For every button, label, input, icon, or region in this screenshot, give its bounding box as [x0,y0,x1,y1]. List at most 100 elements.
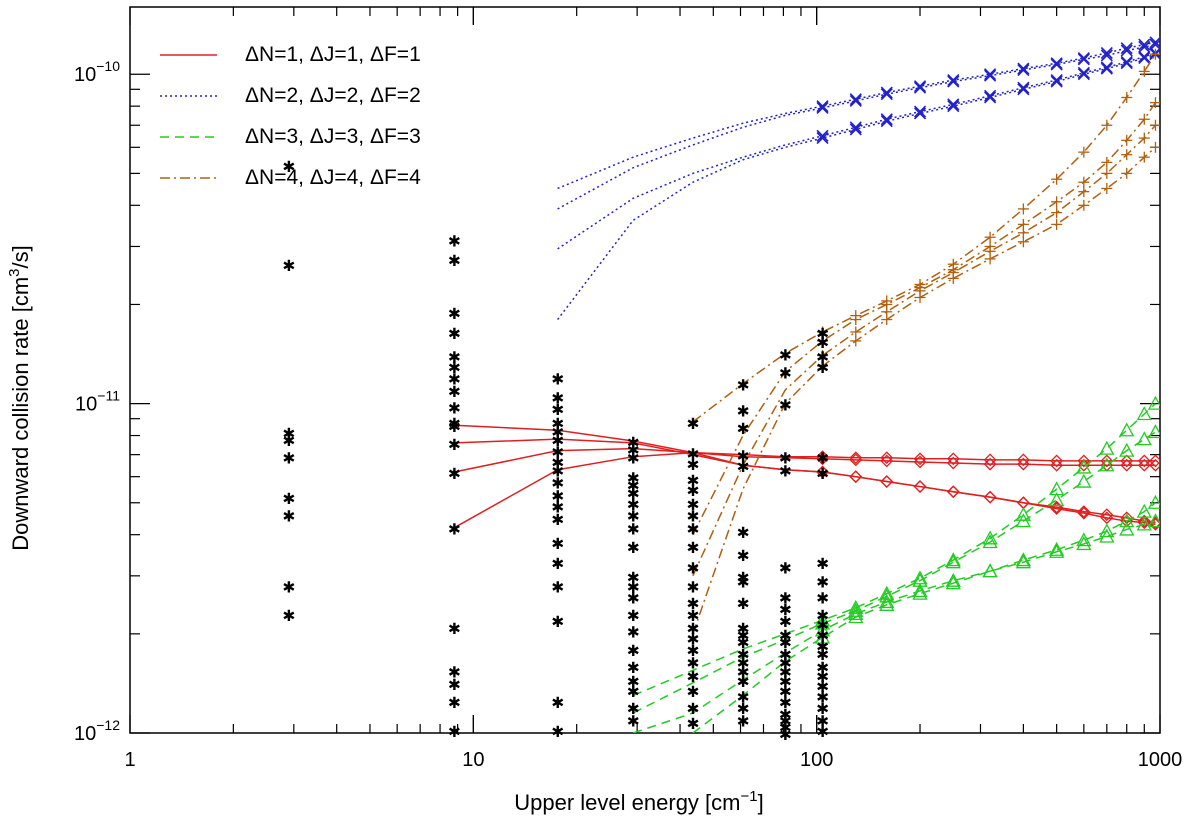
data-point-asterisk: ✱ [448,395,460,419]
data-point-plus [1138,132,1150,144]
data-point-triangle [1136,431,1152,446]
series-2 [557,38,1160,210]
data-point-plus [1051,207,1063,219]
data-point-asterisk: ✱ [737,622,749,646]
data-point-triangle [1136,516,1152,531]
data-point-plus [984,231,996,243]
data-point-triangle [1076,536,1092,551]
data-point-diamond [1120,458,1134,472]
data-point-asterisk: ✱ [737,683,749,707]
data-point-x [913,80,927,93]
data-point-triangle [1015,554,1031,569]
data-point-x [1138,40,1151,54]
data-point-asterisk: ✱ [687,467,699,491]
data-point-triangle [848,605,864,621]
data-point-diamond [946,485,960,499]
data-point-x [947,75,960,88]
series-line [632,403,1156,697]
data-point-diamond [983,490,997,504]
data-point-asterisk: ✱ [552,718,564,742]
data-point-x-stroke [816,129,829,142]
data-point-asterisk: ✱ [552,482,564,506]
data-point-asterisk: ✱ [552,458,564,482]
data-point-x [880,115,893,128]
data-point-asterisk: ✱ [816,622,828,646]
data-point-diamond [1077,505,1091,519]
data-point-asterisk: ✱ [448,689,460,713]
data-point-x-stroke [1120,57,1133,70]
data-point-asterisk: ✱ [687,477,699,501]
series-2 [557,46,1160,250]
data-point-asterisk: ✱ [283,252,295,276]
data-point-x-stroke [913,81,927,94]
data-point-plus [817,360,829,372]
data-point-x [947,98,960,111]
data-point-x-stroke [1017,83,1030,96]
data-point-triangle [1015,552,1031,567]
y-tick-label-base: 10 [74,723,96,745]
data-point-asterisk: ✱ [779,584,791,608]
data-point-plus [817,335,829,347]
data-point-asterisk: ✱ [552,689,564,713]
data-point-x [984,68,997,81]
data-point-x [947,100,960,113]
data-point-triangle [814,622,831,637]
data-point-x [1120,55,1133,68]
data-point-triangle [1099,457,1115,472]
data-point-asterisk: ✱ [816,569,828,593]
data-point-asterisk: ✱ [627,637,639,661]
data-point-diamond [880,451,894,465]
data-point-x-stroke [984,68,997,81]
data-point-asterisk: ✱ [816,718,828,742]
data-point-x [913,105,927,118]
data-point-asterisk: ✱ [816,707,828,731]
data-point-asterisk: ✱ [448,343,460,367]
series-line [692,520,1156,733]
data-point-x [816,132,829,145]
data-point-x [984,89,997,102]
series-line [557,43,1156,210]
series-line [692,102,1157,536]
data-point-plus [1121,91,1133,103]
data-point-diamond [946,456,960,470]
data-point-plus [1017,203,1029,215]
data-point-diamond [1077,458,1091,472]
data-point-asterisk: ✱ [448,354,460,378]
series-line [557,41,1156,190]
data-point-x-stroke [947,74,960,87]
data-point-x-stroke [1120,55,1133,68]
data-point-diamond [983,453,997,467]
data-point-asterisk: ✱ [816,633,828,657]
y-tick-label-base: 10 [75,394,97,416]
data-point-plus [1121,167,1133,179]
data-point-triangle [982,530,998,545]
data-point-asterisk: ✱ [687,441,699,465]
x-axis-label-main: Upper level energy [cm [514,790,740,815]
legend-item: ΔN=3, ΔJ=3, ΔF=3 [160,125,421,148]
data-point-x-stroke [880,86,893,99]
plot-data: ✱✱✱✱✱✱✱✱✱✱✱✱✱✱✱✱✱✱✱✱✱✱✱✱✱✱✱✱✱✱✱✱✱✱✱✱✱✱✱✱… [283,36,1160,745]
data-point-asterisk: ✱ [552,574,564,598]
data-point-x [1077,51,1090,65]
data-point-diamond [913,480,927,493]
data-point-asterisk: ✱ [627,668,639,692]
data-point-asterisk: ✱ [779,641,791,665]
data-point-x-stroke [1050,74,1063,87]
legend-label: ΔN=3, ΔJ=3, ΔF=3 [245,125,421,148]
data-point-asterisk: ✱ [737,629,749,653]
data-point-x-stroke [849,94,862,107]
data-point-x-stroke [1100,61,1113,74]
series-line [692,146,1156,635]
data-point-triangle [1119,442,1135,457]
data-point-x-stroke [816,132,829,145]
data-point-asterisk: ✱ [627,602,639,626]
data-point-x [849,94,862,107]
data-point-diamond [816,452,829,466]
data-point-x [1120,57,1133,70]
data-point-asterisk: ✱ [627,574,639,598]
data-point-asterisk: ✱ [552,410,564,434]
data-point-asterisk: ✱ [737,372,749,396]
data-point-plus [817,349,829,361]
data-point-asterisk: ✱ [448,460,460,484]
data-point-asterisk: ✱ [816,584,828,608]
